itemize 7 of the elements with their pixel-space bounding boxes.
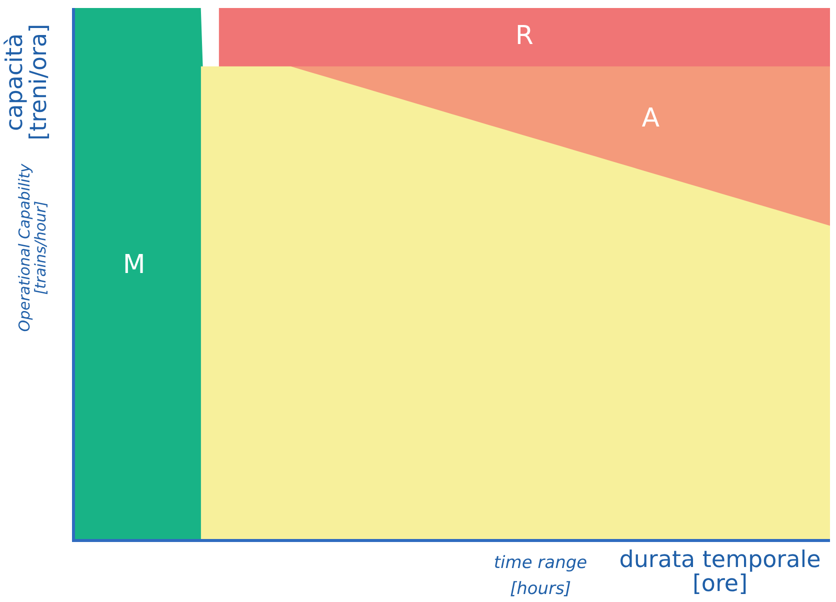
y-axis-title: capacità [treni/ora] [2,22,52,142]
series-label: M [122,250,146,280]
x-axis-title: durata temporale [ore] [618,547,822,598]
series-label: A [642,103,660,134]
series-label: R [515,20,534,51]
text: Operational Capability [trains/hour] [15,162,49,334]
text: time range [hours] [492,552,588,602]
